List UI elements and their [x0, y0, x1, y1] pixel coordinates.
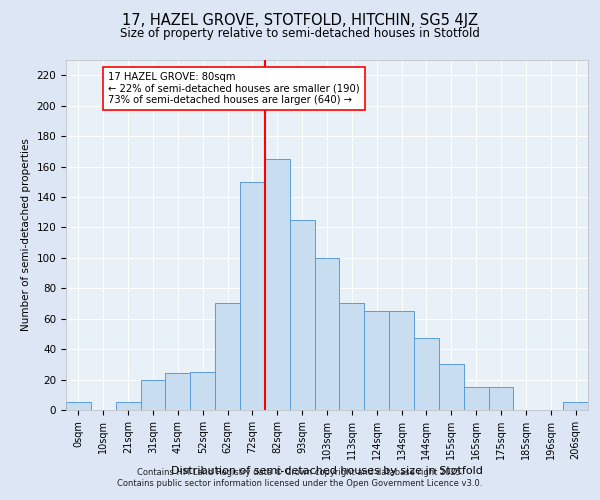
Bar	[364, 311, 389, 410]
Bar	[340, 304, 364, 410]
Bar	[290, 220, 314, 410]
Text: Contains HM Land Registry data © Crown copyright and database right 2025.
Contai: Contains HM Land Registry data © Crown c…	[118, 468, 482, 487]
Bar	[215, 304, 240, 410]
Y-axis label: Number of semi-detached properties: Number of semi-detached properties	[21, 138, 31, 332]
Text: 17 HAZEL GROVE: 80sqm
← 22% of semi-detached houses are smaller (190)
73% of sem: 17 HAZEL GROVE: 80sqm ← 22% of semi-deta…	[108, 72, 360, 106]
Bar	[314, 258, 340, 410]
Bar	[439, 364, 464, 410]
Bar	[464, 387, 488, 410]
Bar	[190, 372, 215, 410]
Bar	[66, 402, 91, 410]
Bar	[140, 380, 166, 410]
Bar	[389, 311, 414, 410]
Bar	[414, 338, 439, 410]
Text: Size of property relative to semi-detached houses in Stotfold: Size of property relative to semi-detach…	[120, 28, 480, 40]
X-axis label: Distribution of semi-detached houses by size in Stotfold: Distribution of semi-detached houses by …	[171, 466, 483, 476]
Bar	[488, 387, 514, 410]
Bar	[265, 159, 290, 410]
Bar	[116, 402, 140, 410]
Text: 17, HAZEL GROVE, STOTFOLD, HITCHIN, SG5 4JZ: 17, HAZEL GROVE, STOTFOLD, HITCHIN, SG5 …	[122, 12, 478, 28]
Bar	[166, 374, 190, 410]
Bar	[563, 402, 588, 410]
Bar	[240, 182, 265, 410]
